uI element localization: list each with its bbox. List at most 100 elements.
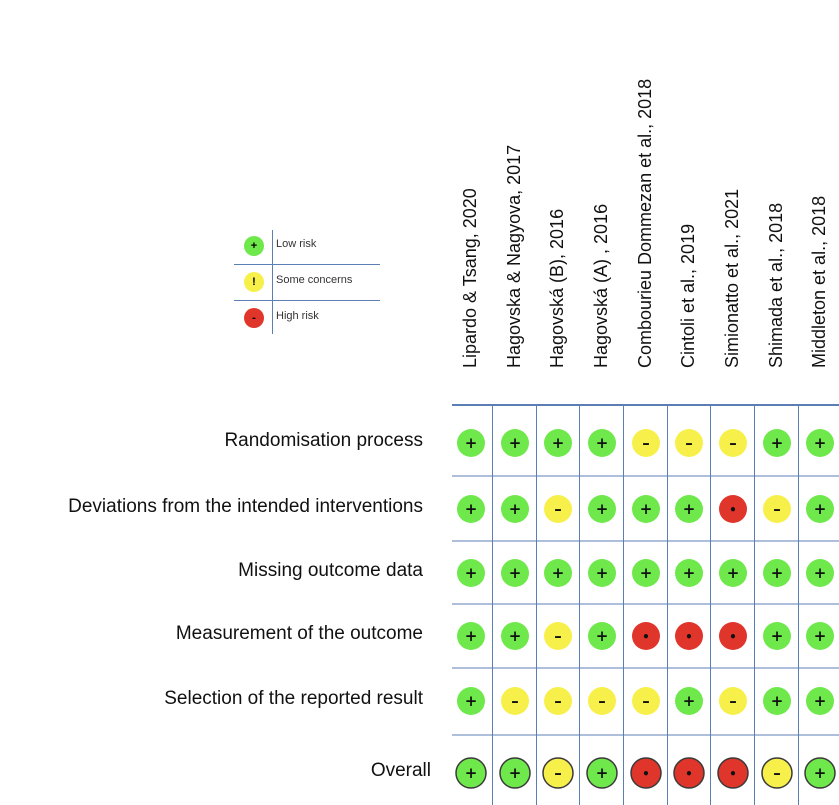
judgement-symbol: +	[596, 627, 609, 645]
judgement-circle	[501, 495, 529, 523]
judgement-low-dot: +	[675, 687, 703, 715]
judgement-symbol: +	[552, 434, 565, 452]
judgement-symbol: –	[598, 692, 606, 710]
judgement-symbol: +	[771, 434, 784, 452]
judgement-low-dot: +	[457, 429, 485, 457]
judgement-low-dot: +	[455, 757, 487, 789]
judgement-circle	[457, 559, 485, 587]
judgement-circle	[806, 429, 834, 457]
judgement-symbol: –	[511, 692, 519, 710]
legend-some-label: Some concerns	[276, 274, 353, 286]
judgement-circle	[632, 429, 660, 457]
judgement-low-dot: +	[457, 495, 485, 523]
judgement-circle	[763, 429, 791, 457]
judgement-symbol: +	[465, 692, 478, 710]
judgement-low-dot: +	[501, 495, 529, 523]
judgement-some-dot: –	[632, 429, 660, 457]
legend-separator	[234, 300, 380, 301]
judgement-circle	[632, 687, 660, 715]
judgement-symbol: +	[552, 564, 565, 582]
legend-low-dot: +	[244, 236, 264, 256]
judgement-symbol: +	[509, 500, 522, 518]
judgement-low-dot: +	[806, 559, 834, 587]
judgement-low-dot: +	[457, 622, 485, 650]
judgement-low-dot: +	[544, 429, 572, 457]
judgement-low-dot: +	[501, 622, 529, 650]
judgement-circle	[719, 622, 747, 650]
judgement-low-dot: +	[632, 559, 660, 587]
judgement-symbol: +	[640, 500, 653, 518]
judgement-circle	[675, 429, 703, 457]
judgement-circle	[588, 429, 616, 457]
judgement-high-dot: •	[675, 622, 703, 650]
judgement-circle	[457, 429, 485, 457]
judgement-some-dot: –	[544, 687, 572, 715]
judgement-low-dot: +	[675, 559, 703, 587]
judgement-low-dot: +	[806, 495, 834, 523]
judgement-circle	[675, 687, 703, 715]
judgement-low-dot: +	[586, 757, 618, 789]
judgement-high-dot: •	[719, 622, 747, 650]
judgement-some-dot: –	[632, 687, 660, 715]
judgement-symbol: –	[773, 500, 781, 518]
domain-label: Selection of the reported result	[164, 688, 423, 709]
judgement-low-dot: +	[763, 622, 791, 650]
judgement-low-dot: +	[588, 622, 616, 650]
judgement-circle	[457, 622, 485, 650]
judgement-circle	[544, 687, 572, 715]
judgement-symbol: +	[509, 434, 522, 452]
judgement-low-dot: +	[499, 757, 531, 789]
judgement-symbol: +	[771, 564, 784, 582]
judgement-symbol: +	[814, 434, 827, 452]
judgement-symbol: –	[729, 692, 737, 710]
legend-separator	[234, 264, 380, 265]
judgement-symbol: +	[465, 500, 478, 518]
judgement-circle	[544, 495, 572, 523]
judgement-circle	[588, 622, 616, 650]
judgement-circle	[501, 429, 529, 457]
judgement-circle	[806, 495, 834, 523]
domain-label: Randomisation process	[224, 430, 423, 451]
judgement-symbol: •	[685, 767, 693, 781]
judgement-circle	[630, 757, 662, 789]
legend-some-dot: !	[244, 272, 264, 292]
judgement-symbol: +	[465, 764, 478, 782]
judgement-circle	[586, 757, 618, 789]
legend-item-high: - High risk	[230, 300, 380, 336]
legend-divider	[272, 230, 273, 334]
judgement-symbol: •	[729, 630, 737, 644]
judgement-low-dot: +	[719, 559, 747, 587]
legend-low-label: Low risk	[276, 238, 317, 250]
judgement-symbol: +	[596, 764, 609, 782]
judgement-low-dot: +	[501, 429, 529, 457]
judgement-symbol: +	[509, 627, 522, 645]
judgement-circle	[761, 757, 793, 789]
judgement-circle	[632, 559, 660, 587]
judgement-some-dot: –	[763, 495, 791, 523]
judgement-circle	[457, 495, 485, 523]
judgement-high-dot: •	[673, 757, 705, 789]
legend-item-low: + Low risk	[230, 228, 380, 264]
judgement-circle	[501, 622, 529, 650]
judgement-circle	[457, 687, 485, 715]
judgement-high-dot: •	[630, 757, 662, 789]
judgement-circle	[544, 622, 572, 650]
domain-label: Measurement of the outcome	[175, 623, 423, 644]
judgement-symbol: +	[596, 434, 609, 452]
judgement-symbol: •	[729, 503, 737, 517]
judgement-symbol: –	[554, 764, 562, 782]
judgement-low-dot: +	[763, 559, 791, 587]
judgement-circle	[763, 687, 791, 715]
judgement-low-dot: +	[588, 559, 616, 587]
judgement-low-dot: +	[806, 622, 834, 650]
judgement-circle	[763, 622, 791, 650]
legend-item-some: ! Some concerns	[230, 264, 380, 300]
judgement-some-dot: –	[719, 429, 747, 457]
judgement-circle	[632, 622, 660, 650]
judgement-circle	[719, 495, 747, 523]
judgement-circle	[588, 687, 616, 715]
judgement-symbol: +	[683, 564, 696, 582]
judgement-circle	[675, 622, 703, 650]
judgement-some-dot: –	[542, 757, 574, 789]
